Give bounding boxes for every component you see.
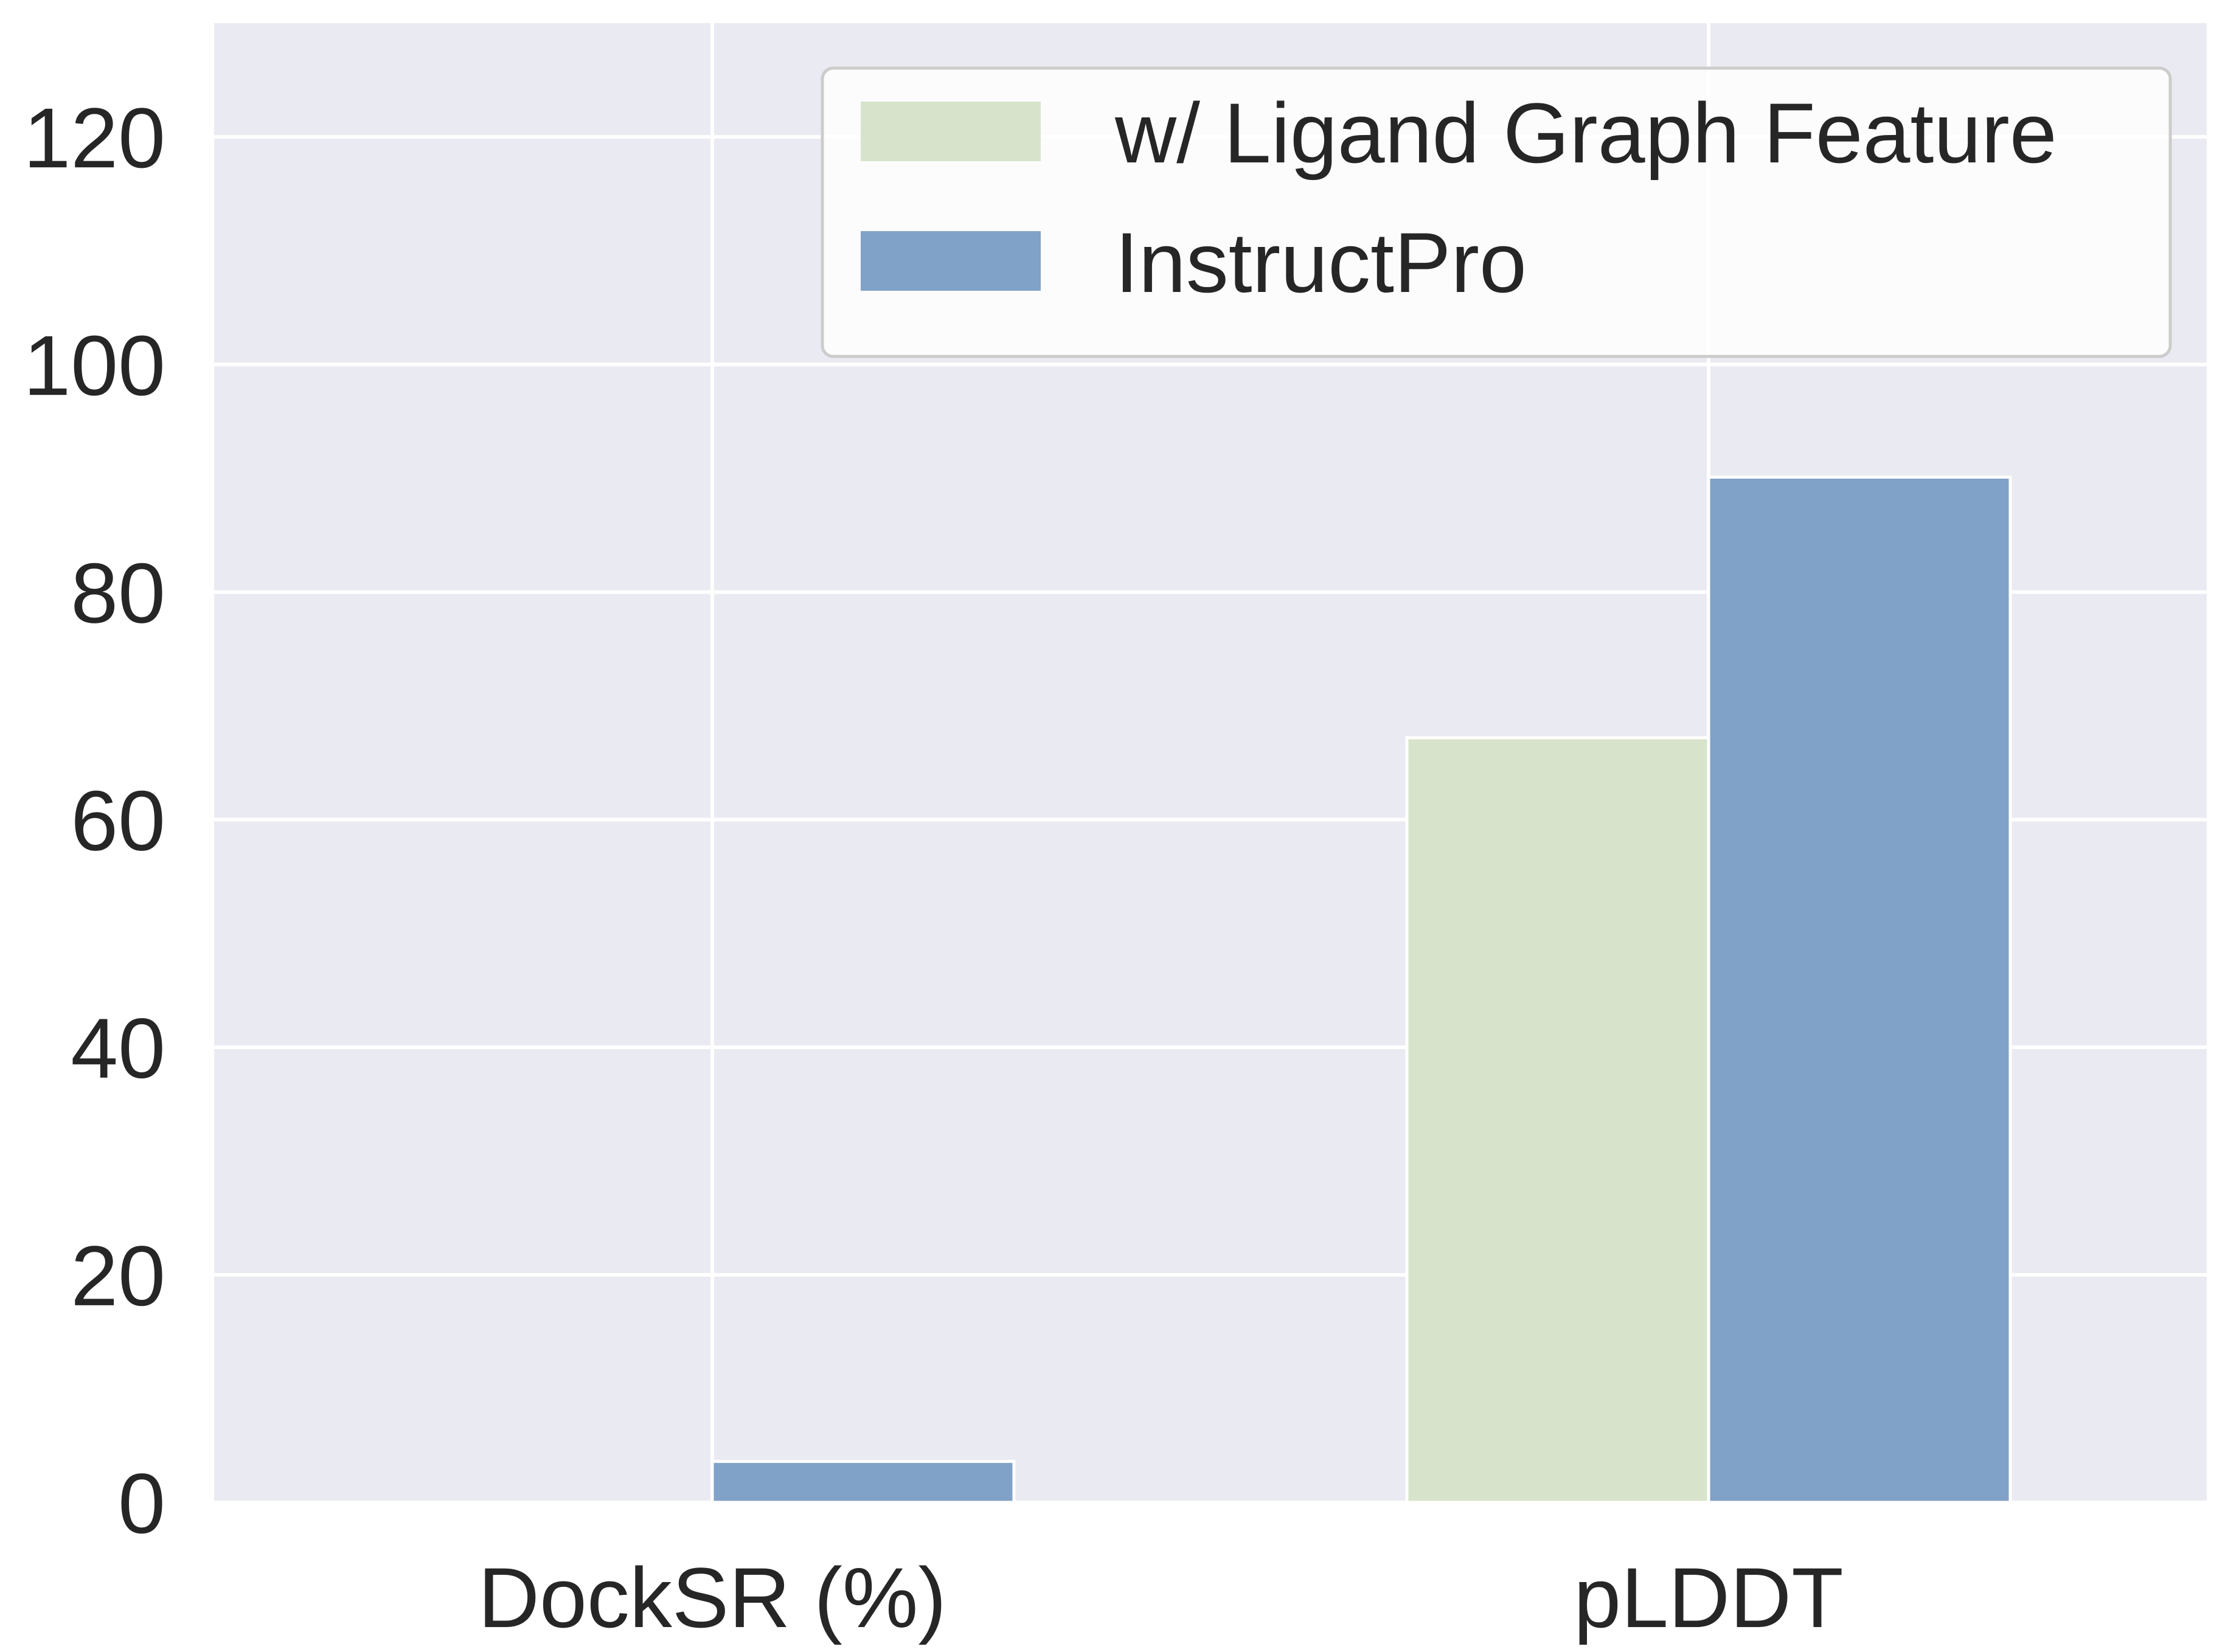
y-tick-label: 40 xyxy=(71,1001,165,1096)
y-tick-label: 0 xyxy=(118,1456,165,1551)
legend: w/ Ligand Graph Feature InstructPro xyxy=(821,66,2172,358)
legend-swatch xyxy=(861,231,1041,291)
bar-instructpro-1 xyxy=(1707,475,2012,1504)
x-tick-labels: DockSR (%) pLDDT xyxy=(478,1550,1844,1645)
y-tick-label: 60 xyxy=(71,773,165,869)
legend-box xyxy=(821,66,2172,358)
legend-label: w/ Ligand Graph Feature xyxy=(1114,85,2057,181)
x-tick-label: DockSR (%) xyxy=(478,1550,946,1645)
bar-ligand-graph-feature-1 xyxy=(1405,736,1710,1504)
legend-label: InstructPro xyxy=(1115,215,1527,310)
y-tick-label: 120 xyxy=(23,90,165,186)
bars xyxy=(710,475,2012,1504)
x-tick-label: pLDDT xyxy=(1574,1550,1843,1645)
y-tick-label: 100 xyxy=(23,318,165,413)
y-tick-labels: 0 20 40 60 80 100 120 xyxy=(23,90,165,1551)
bar-instructpro-0 xyxy=(710,1460,1016,1504)
legend-swatch xyxy=(861,102,1041,161)
y-tick-label: 80 xyxy=(71,545,165,640)
y-tick-label: 20 xyxy=(71,1228,165,1324)
